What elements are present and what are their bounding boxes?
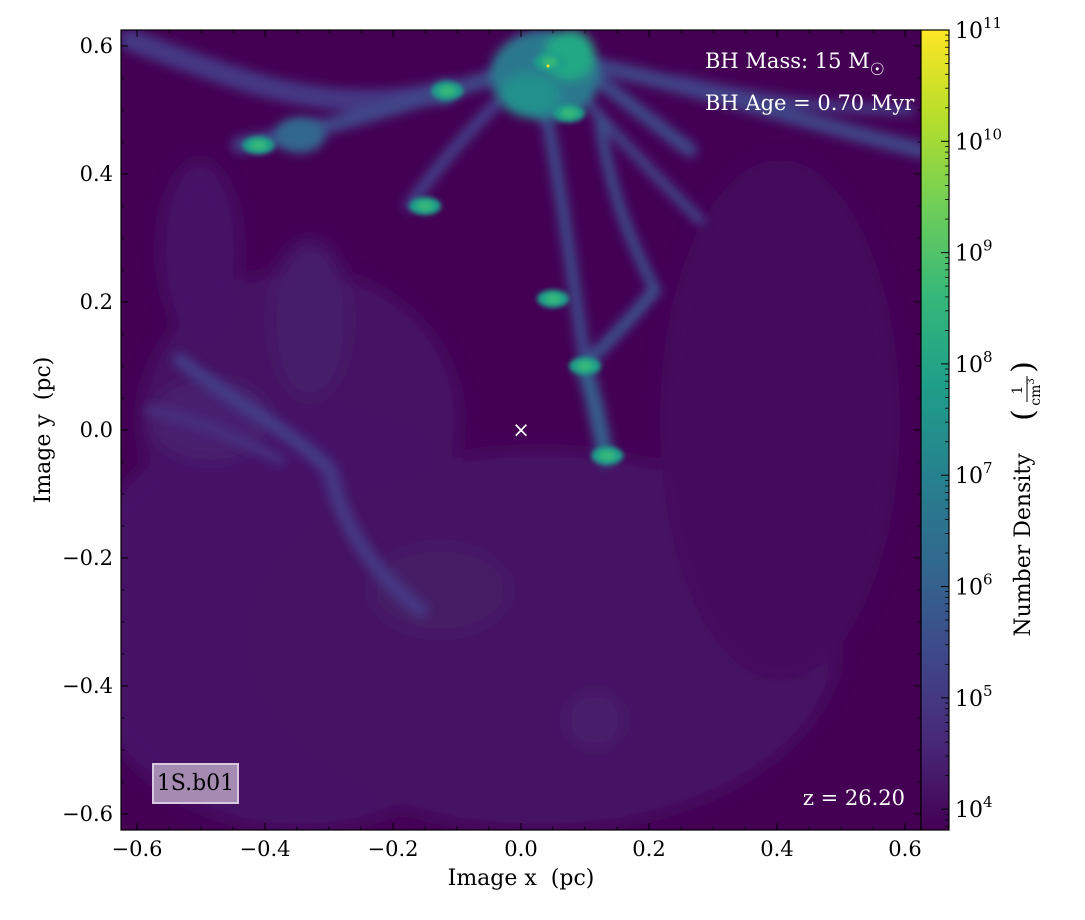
dense-clump-core — [599, 450, 616, 461]
colorbar: 104 105 106 107 108 109 1010 1011 Number Densit… — [920, 14, 1044, 831]
x-tick-label: 0.0 — [504, 837, 537, 861]
dense-clump-core — [545, 293, 561, 304]
colorbar-ticks: 104 105 106 107 108 109 1010 1011 — [941, 14, 1002, 827]
colorbar-tick-label: 107 — [955, 459, 993, 489]
colorbar-tick-label: 1011 — [955, 14, 1002, 44]
colorbar-unit-numerator: 1 — [1010, 386, 1026, 395]
colorbar-tick-label: 109 — [955, 237, 993, 267]
bh-age-label: BH Age = 0.70 Myr — [705, 91, 915, 115]
filaments — [121, 30, 921, 618]
colorbar-label: Number Density — [1011, 453, 1036, 637]
dense-clump-core — [250, 140, 267, 151]
black-hole-marker: × — [512, 418, 530, 442]
y-tick-label: −0.4 — [62, 674, 113, 698]
x-tick-label: −0.4 — [240, 837, 291, 861]
sun-symbol: ☉ — [870, 60, 885, 80]
dense-clump-core — [417, 201, 433, 211]
x-tick-label: 0.2 — [632, 837, 665, 861]
x-axis: −0.6 −0.4 −0.2 0.0 0.2 0.4 0.6 — [112, 30, 922, 861]
y-tick-label: 0.4 — [80, 162, 113, 186]
dense-clump-core — [561, 108, 577, 119]
run-label: 1S.b01 — [157, 771, 234, 796]
colorbar-tick-label: 105 — [955, 682, 993, 712]
colorbar-frame — [920, 29, 950, 831]
y-tick-label: 0.2 — [80, 290, 113, 314]
peak-density-spot — [546, 64, 550, 68]
y-tick-label: −0.2 — [62, 546, 113, 570]
colorbar-paren-close: ) — [1006, 361, 1041, 373]
x-tick-label: −0.6 — [112, 837, 163, 861]
dense-clumps — [242, 53, 624, 465]
redshift-label: z = 26.20 — [803, 786, 905, 810]
density-image — [121, 30, 921, 830]
x-tick-label: 0.6 — [888, 837, 921, 861]
colorbar-unit-denominator: cm3 — [1026, 378, 1044, 406]
y-axis-title: Image y (pc) — [31, 357, 56, 504]
colorbar-tick-label: 1010 — [955, 125, 1002, 155]
y-axis: 0.6 0.4 0.2 0.0 −0.2 −0.4 −0.6 — [62, 34, 921, 826]
colorbar-tick-label: 106 — [955, 571, 993, 601]
colorbar-tick-label: 108 — [955, 348, 993, 378]
y-tick-label: 0.0 — [80, 418, 113, 442]
x-axis-title: Image x (pc) — [448, 866, 595, 891]
y-tick-label: 0.6 — [80, 34, 113, 58]
dense-clump-core — [577, 361, 593, 371]
bh-mass-label: BH Mass: 15 M☉ — [705, 49, 885, 80]
colorbar-paren-open: ( — [1006, 409, 1041, 421]
run-label-box: 1S.b01 — [152, 763, 239, 804]
colorbar-fill — [921, 30, 949, 830]
dense-clump-core — [541, 57, 558, 67]
y-tick-label: −0.6 — [62, 802, 113, 826]
x-tick-label: −0.2 — [368, 837, 419, 861]
dense-clump-core — [439, 85, 456, 96]
colorbar-tick-label: 104 — [955, 793, 993, 823]
x-tick-label: 0.4 — [760, 837, 793, 861]
colorbar-title: Number Density ( 1 cm3 ) — [1006, 361, 1044, 637]
